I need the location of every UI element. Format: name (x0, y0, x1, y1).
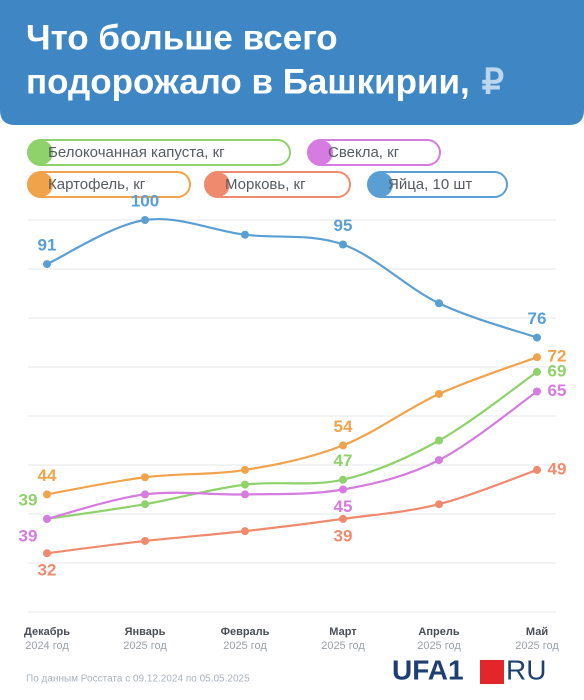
value-label: 100 (131, 191, 159, 210)
value-label: 39 (334, 526, 353, 545)
legend-label: Картофель, кг (48, 176, 146, 193)
data-point (435, 436, 443, 445)
x-tick-year: 2025 год (123, 640, 167, 652)
data-point (43, 260, 51, 269)
value-label: 65 (548, 381, 567, 400)
series-line (46, 218, 538, 339)
source: По данным Росстата с 09.12.2024 по 05.05… (26, 674, 250, 685)
data-point (43, 549, 51, 558)
value-label: 39 (19, 526, 38, 545)
data-point (241, 230, 249, 239)
value-label: 95 (334, 216, 353, 235)
data-point (533, 465, 541, 474)
currency: ₽ (482, 62, 504, 101)
data-point (141, 216, 149, 224)
data-point (435, 500, 443, 509)
data-point (241, 480, 249, 489)
value-label: 47 (334, 451, 353, 470)
data-point (533, 367, 541, 376)
legend-dot (308, 140, 333, 165)
x-tick-label: Апрель (418, 626, 459, 638)
x-tick-label: Декабрь (24, 626, 70, 638)
header (0, 0, 584, 125)
data-point (435, 389, 443, 398)
x-tick-label: Февраль (221, 626, 270, 638)
data-point (533, 353, 541, 362)
data-point (241, 490, 249, 499)
x-tick-label: Март (329, 626, 357, 638)
data-point (141, 473, 149, 482)
x-tick-year: 2025 год (417, 640, 461, 652)
data-point (533, 387, 541, 396)
series-line (46, 390, 538, 520)
title-line: Что больше всего (26, 18, 338, 57)
value-label: 49 (548, 459, 567, 478)
data-point (339, 475, 347, 484)
value-label: 91 (38, 236, 57, 255)
logo-suffix: RU (506, 654, 546, 685)
data-point (435, 456, 443, 465)
title-line: подорожало в Башкирии, (26, 62, 470, 101)
data-point (43, 490, 51, 499)
data-point (339, 514, 347, 523)
legend-dot (28, 140, 53, 165)
value-label: 45 (334, 497, 353, 516)
x-tick-label: Май (526, 626, 548, 638)
legend-label: Морковь, кг (225, 176, 306, 193)
legend-label: Яйца, 10 шт (388, 176, 472, 193)
data-point (241, 527, 249, 536)
value-label: 32 (38, 561, 57, 580)
data-point (141, 500, 149, 509)
series-line (46, 370, 538, 520)
logo: UFA1 (392, 654, 464, 685)
legend-label: Белокочанная капуста, кг (48, 144, 225, 161)
value-label: 69 (548, 361, 567, 380)
value-label: 44 (38, 466, 57, 485)
data-point (141, 490, 149, 499)
value-label: 39 (19, 490, 38, 509)
data-point (43, 514, 51, 523)
data-point (533, 333, 541, 342)
x-tick-year: 2024 год (25, 640, 69, 652)
logo-block (480, 660, 504, 684)
x-tick-year: 2025 год (515, 640, 559, 652)
value-label: 72 (548, 347, 567, 366)
data-point (339, 485, 347, 494)
value-label: 76 (528, 309, 547, 328)
legend-label: Свекла, кг (328, 144, 400, 161)
x-tick-year: 2025 год (223, 640, 267, 652)
data-point (241, 465, 249, 474)
legend-dot (205, 172, 230, 197)
x-tick-label: Январь (125, 626, 166, 638)
x-tick-year: 2025 год (321, 640, 365, 652)
data-point (141, 536, 149, 545)
series-line (46, 468, 538, 555)
value-label: 54 (334, 417, 353, 436)
data-point (339, 240, 347, 249)
data-point (435, 299, 443, 308)
legend-dot (28, 172, 53, 197)
legend-dot (368, 172, 393, 197)
data-point (339, 441, 347, 450)
